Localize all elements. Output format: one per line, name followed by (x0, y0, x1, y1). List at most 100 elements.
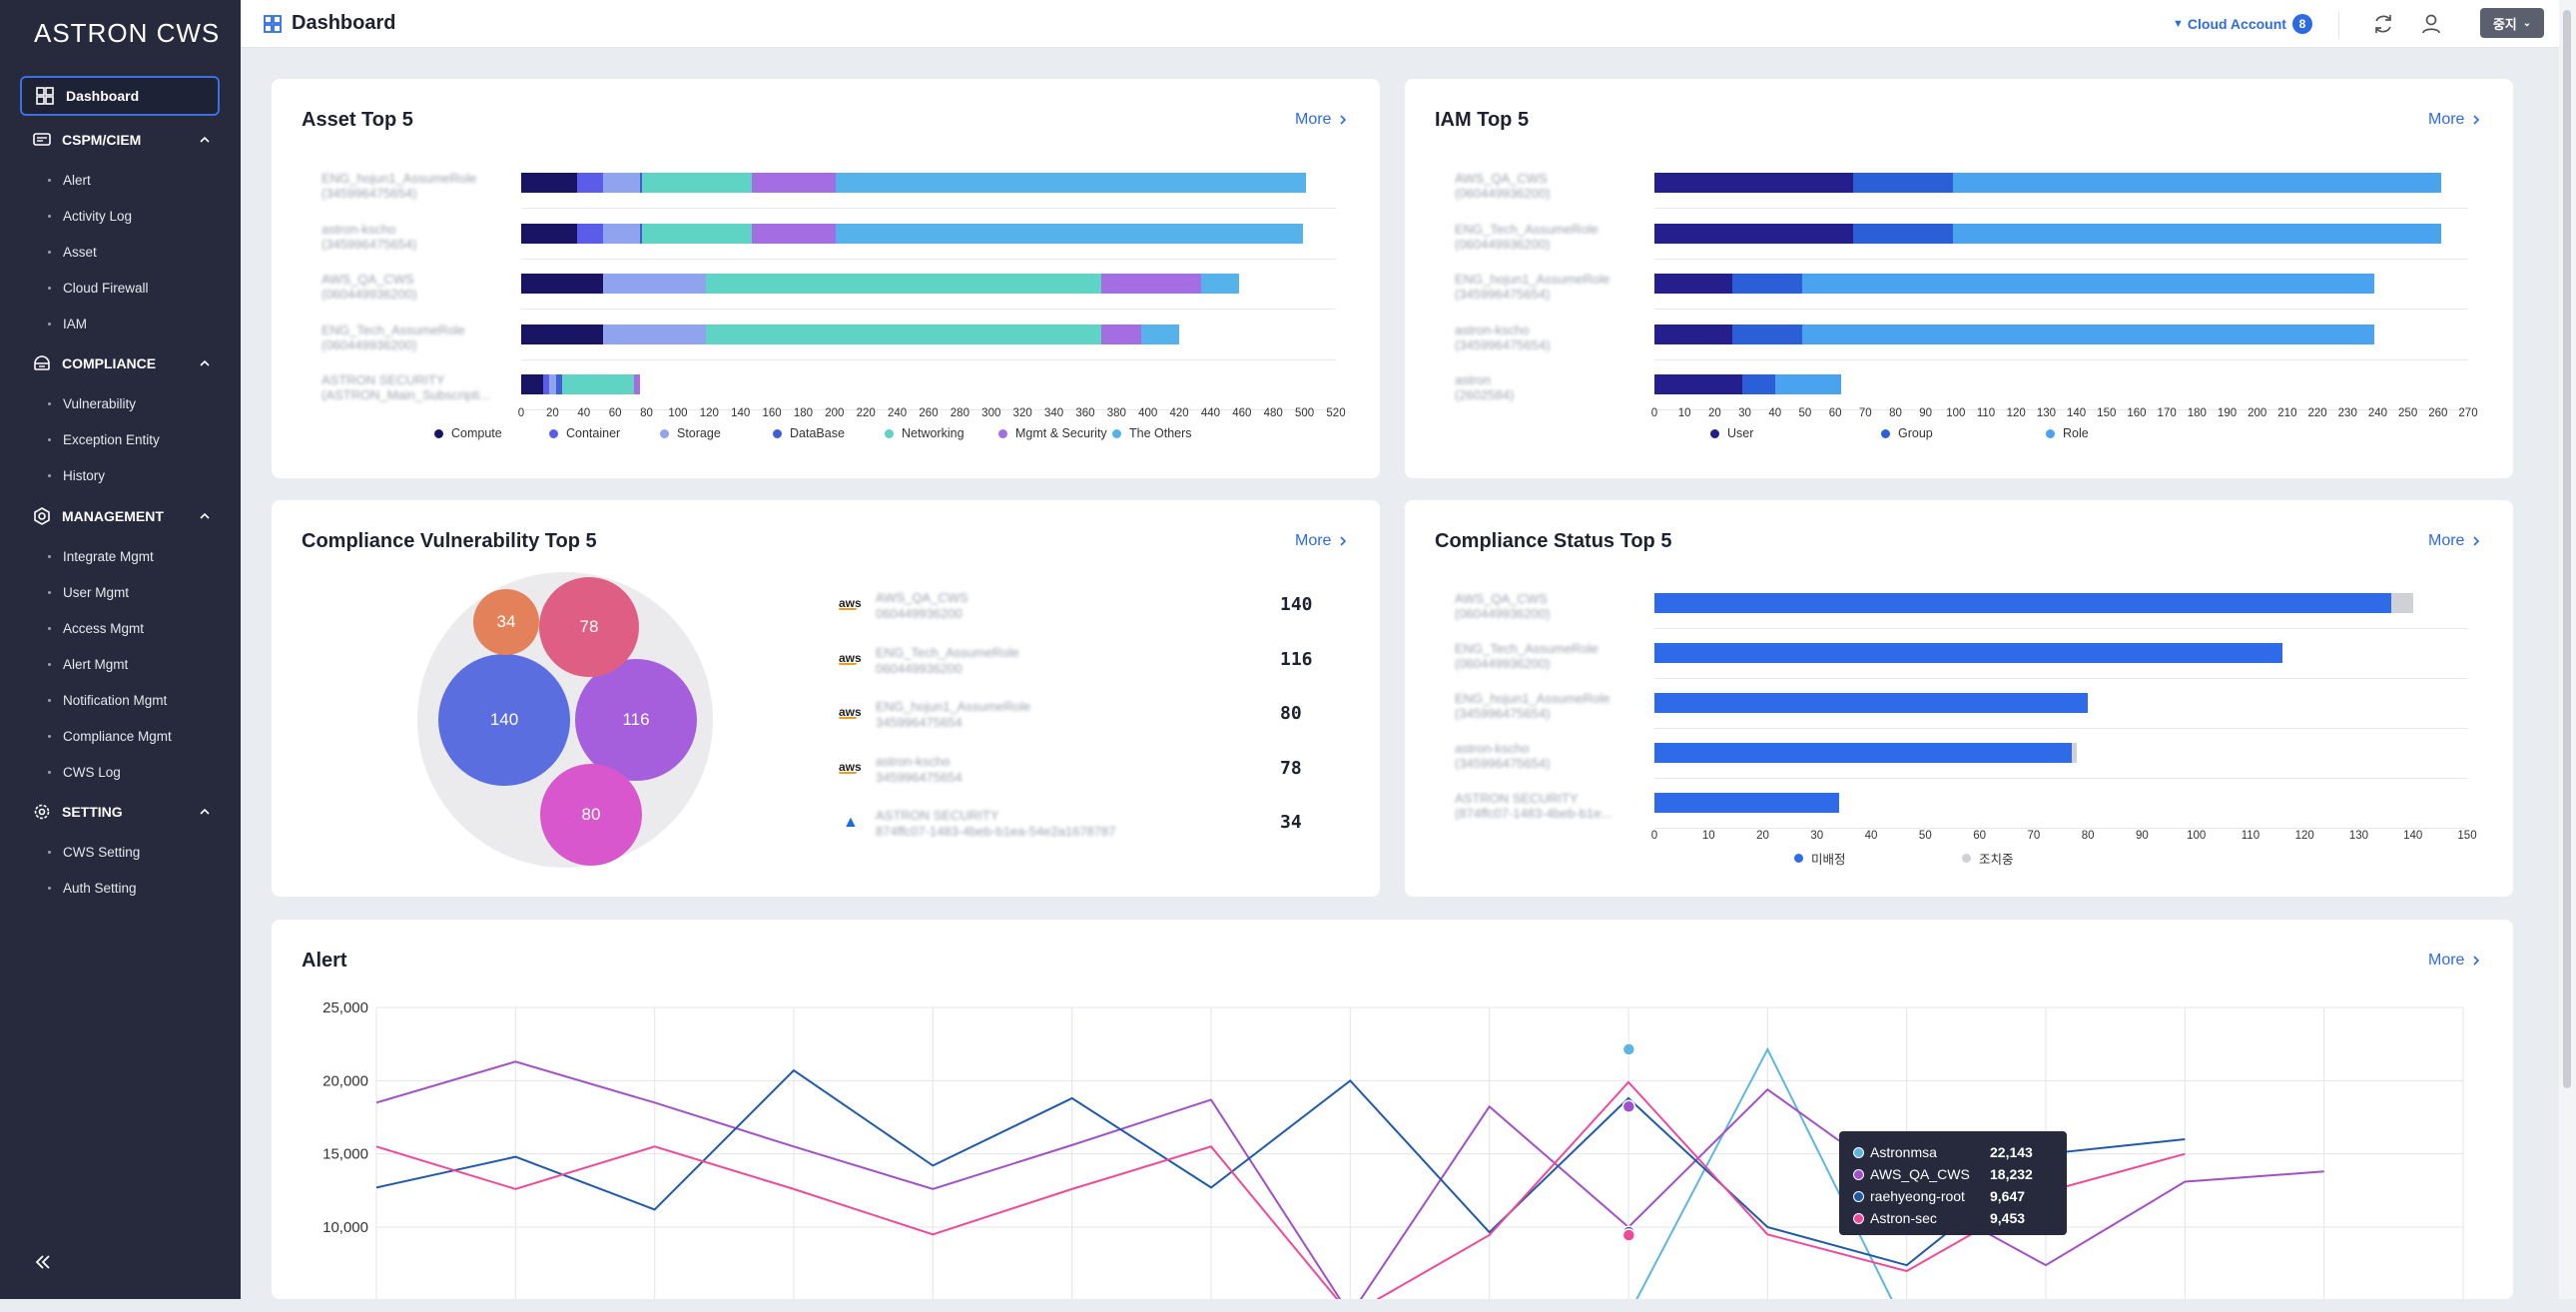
bar-segment-networking[interactable] (641, 173, 752, 193)
sidebar-item-dashboard[interactable]: Dashboard (20, 76, 220, 116)
bar-segment-networking[interactable] (706, 274, 1101, 294)
bar-segment-미배정[interactable] (1654, 743, 2072, 763)
bar-segment-role[interactable] (1801, 324, 2375, 344)
sidebar-item-cws-setting[interactable]: CWS Setting (48, 842, 140, 862)
bar-segment-role[interactable] (1952, 223, 2441, 244)
sidebar-item-history[interactable]: History (48, 465, 105, 485)
bar-segment-the-others[interactable] (1201, 274, 1239, 294)
legend-item[interactable]: Storage (660, 426, 721, 440)
bar-segment-user[interactable] (1654, 324, 1733, 344)
bar-segment-미배정[interactable] (1654, 793, 1839, 813)
bar-segment-group[interactable] (1732, 324, 1802, 344)
bar-segment-compute[interactable] (521, 173, 578, 193)
legend-item[interactable]: 조치중 (1962, 849, 2014, 868)
sidebar-item-user-mgmt[interactable]: User Mgmt (48, 582, 129, 602)
sidebar-item-asset[interactable]: Asset (48, 242, 97, 262)
cloud-account-selector[interactable]: ▼ Cloud Account 8 (2173, 14, 2312, 34)
bubble-116[interactable] (575, 659, 697, 781)
more-link[interactable]: More (2428, 532, 2482, 550)
bar-segment-storage[interactable] (549, 374, 556, 394)
sidebar-item-cws-log[interactable]: CWS Log (48, 762, 121, 782)
bar-segment-mgmt-security[interactable] (633, 374, 641, 394)
bubble-80[interactable] (540, 764, 642, 866)
chevron-up-icon[interactable] (198, 356, 212, 370)
legend-item[interactable]: DataBase (773, 426, 845, 440)
hover-point[interactable] (1621, 1228, 1636, 1242)
bar-segment-미배정[interactable] (1654, 643, 2283, 663)
bar-segment-database[interactable] (640, 223, 642, 244)
bar-segment-compute[interactable] (521, 274, 603, 294)
bar-segment-container[interactable] (577, 173, 603, 193)
sidebar-item-alert-mgmt[interactable]: Alert Mgmt (48, 654, 128, 674)
bar-segment-compute[interactable] (521, 223, 578, 244)
legend-item[interactable]: Mgmt & Security (998, 426, 1107, 440)
bar-segment-미배정[interactable] (1654, 693, 2089, 713)
bar-segment-조치중[interactable] (2391, 593, 2413, 613)
bar-segment-networking[interactable] (561, 374, 634, 394)
bar-segment-mgmt-security[interactable] (1100, 324, 1142, 344)
sidebar-section-setting[interactable]: SETTING (32, 799, 212, 825)
bubble-140[interactable] (438, 654, 570, 786)
bar-segment-networking[interactable] (706, 324, 1101, 344)
sidebar-item-auth-setting[interactable]: Auth Setting (48, 878, 137, 898)
bar-segment-role[interactable] (1801, 274, 2375, 294)
legend-item[interactable]: Role (2046, 426, 2089, 440)
series-line-astron-sec[interactable] (375, 1080, 2186, 1299)
bar-segment-container[interactable] (577, 223, 603, 244)
sidebar-item-notification-mgmt[interactable]: Notification Mgmt (48, 690, 167, 710)
legend-item[interactable]: The Others (1112, 426, 1192, 440)
collapse-sidebar-icon[interactable] (30, 1250, 54, 1274)
bar-segment-container[interactable] (542, 374, 550, 394)
bubble-78[interactable] (539, 577, 639, 677)
bar-segment-networking[interactable] (641, 223, 752, 244)
bar-segment-group[interactable] (1853, 173, 1953, 193)
sidebar-item-exception-entity[interactable]: Exception Entity (48, 429, 160, 449)
bar-segment-the-others[interactable] (836, 173, 1307, 193)
sidebar-item-iam[interactable]: IAM (48, 314, 87, 333)
bar-segment-database[interactable] (555, 374, 562, 394)
bar-segment-the-others[interactable] (836, 223, 1304, 244)
more-link[interactable]: More (1295, 111, 1349, 129)
sidebar-section-compliance[interactable]: COMPLIANCE (32, 350, 212, 376)
sidebar-item-activity-log[interactable]: Activity Log (48, 206, 132, 226)
bar-segment-user[interactable] (1654, 223, 1854, 244)
sidebar-item-alert[interactable]: Alert (48, 170, 91, 190)
bubble-34[interactable] (473, 589, 539, 655)
sidebar-item-cloud-firewall[interactable]: Cloud Firewall (48, 278, 149, 298)
series-line-aws-qa-cws[interactable] (375, 1060, 2324, 1299)
sidebar-item-compliance-mgmt[interactable]: Compliance Mgmt (48, 726, 172, 746)
series-line-astronmsa[interactable] (1628, 1046, 1907, 1299)
bar-segment-storage[interactable] (602, 223, 641, 244)
legend-item[interactable]: 미배정 (1794, 849, 1846, 868)
scrollbar[interactable] (2559, 0, 2576, 1299)
sidebar-item-vulnerability[interactable]: Vulnerability (48, 393, 136, 413)
more-link[interactable]: More (2428, 111, 2482, 129)
bar-segment-database[interactable] (640, 173, 642, 193)
hover-point[interactable] (1621, 1042, 1636, 1056)
more-link[interactable]: More (2428, 952, 2482, 970)
sidebar-item-access-mgmt[interactable]: Access Mgmt (48, 618, 144, 638)
bar-segment-조치중[interactable] (2071, 743, 2078, 763)
legend-item[interactable]: Compute (434, 426, 502, 440)
bar-segment-storage[interactable] (602, 173, 641, 193)
legend-item[interactable]: Container (549, 426, 620, 440)
bar-segment-storage[interactable] (602, 324, 707, 344)
bar-segment-user[interactable] (1654, 274, 1733, 294)
language-select[interactable]: 중지 ⌄ (2480, 8, 2544, 38)
bar-segment-storage[interactable] (602, 274, 707, 294)
legend-item[interactable]: Networking (885, 426, 965, 440)
legend-item[interactable]: User (1710, 426, 1753, 440)
bar-segment-compute[interactable] (521, 324, 603, 344)
app-logo[interactable]: ASTRON CWS (34, 18, 221, 48)
bar-segment-role[interactable] (1952, 173, 2441, 193)
bar-segment-user[interactable] (1654, 173, 1854, 193)
chevron-up-icon[interactable] (198, 805, 212, 819)
bar-segment-compute[interactable] (521, 374, 543, 394)
series-line-raehyeong-root[interactable] (375, 1068, 2186, 1267)
bar-segment-mgmt-security[interactable] (751, 173, 837, 193)
bar-segment-group[interactable] (1853, 223, 1953, 244)
sidebar-section-cspm[interactable]: CSPM/CIEM (32, 127, 212, 153)
refresh-icon[interactable] (2371, 12, 2395, 36)
more-link[interactable]: More (1295, 532, 1349, 550)
sidebar-item-integrate-mgmt[interactable]: Integrate Mgmt (48, 546, 154, 566)
